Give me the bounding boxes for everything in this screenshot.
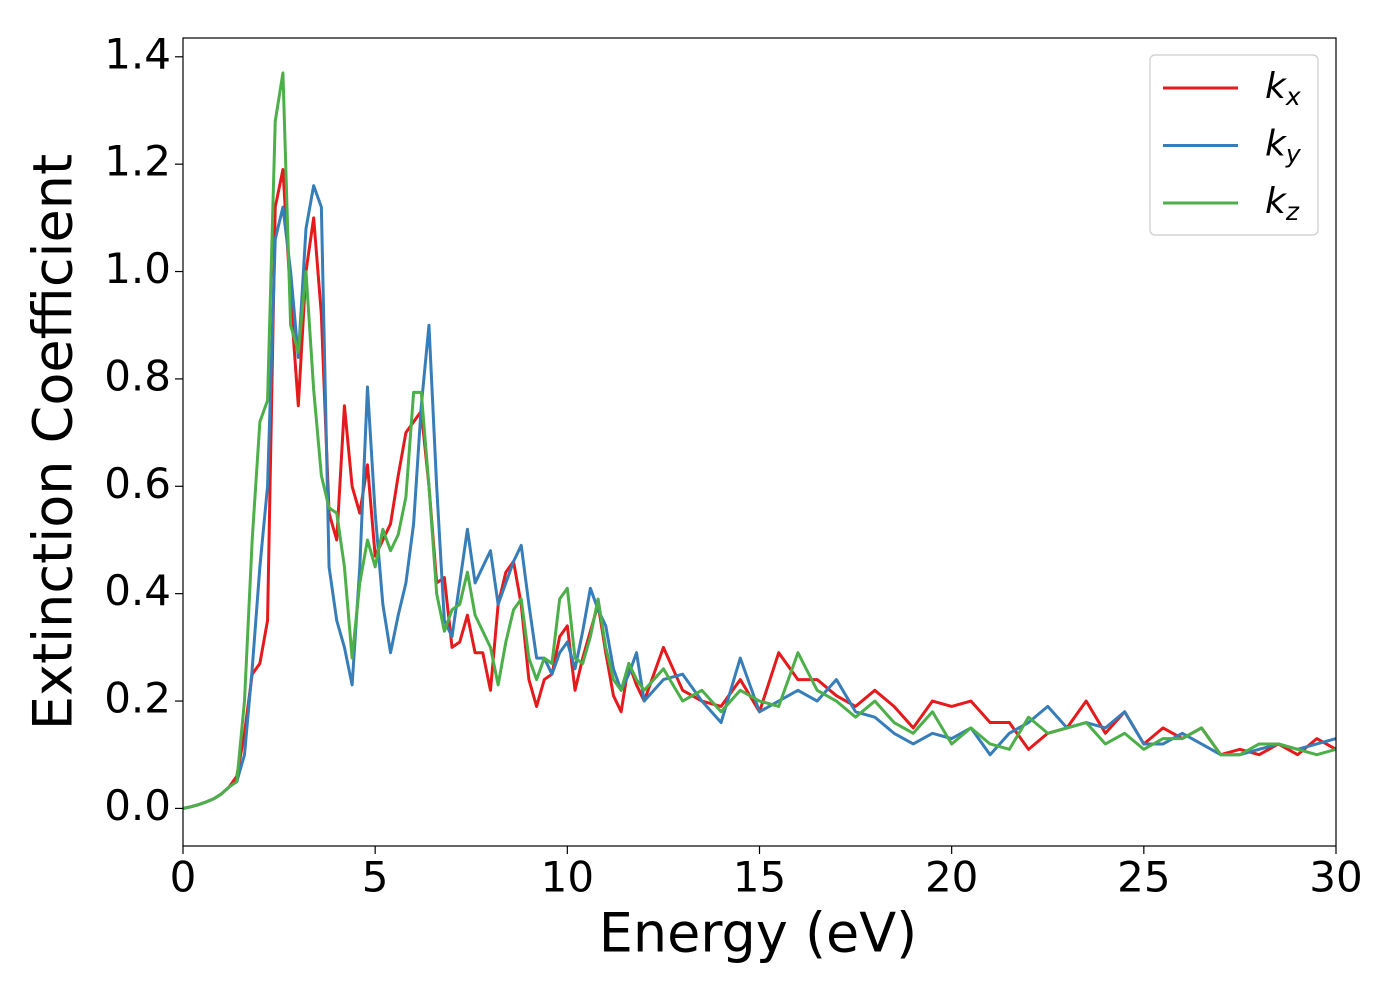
x-tick-label: 5 <box>362 853 389 902</box>
y-tick-label: 0.6 <box>104 459 171 508</box>
legend-label: kx <box>1265 66 1301 111</box>
x-tick-label: 15 <box>733 853 786 902</box>
plot-frame <box>182 37 1337 847</box>
x-tick-label: 30 <box>1309 853 1362 902</box>
y-tick-label: 1.2 <box>104 137 171 186</box>
x-tick-label: 0 <box>170 853 197 902</box>
legend-label: ky <box>1265 124 1302 169</box>
y-tick-label: 0.8 <box>104 351 171 400</box>
y-tick-label: 1.0 <box>104 244 171 293</box>
x-tick-label: 10 <box>541 853 594 902</box>
y-tick-label: 0.2 <box>104 674 171 723</box>
y-tick-label: 1.4 <box>104 29 171 78</box>
x-tick-label: 20 <box>925 853 978 902</box>
series-line <box>183 71 1336 810</box>
series-line <box>183 184 1336 810</box>
legend-label: kz <box>1265 181 1300 226</box>
y-axis-label: Extinction Coefficient <box>22 154 85 730</box>
y-tick-label: 0.0 <box>104 781 171 830</box>
x-axis-label: Energy (eV) <box>599 902 918 965</box>
y-tick-label: 0.4 <box>104 566 171 615</box>
x-tick-label: 25 <box>1117 853 1170 902</box>
